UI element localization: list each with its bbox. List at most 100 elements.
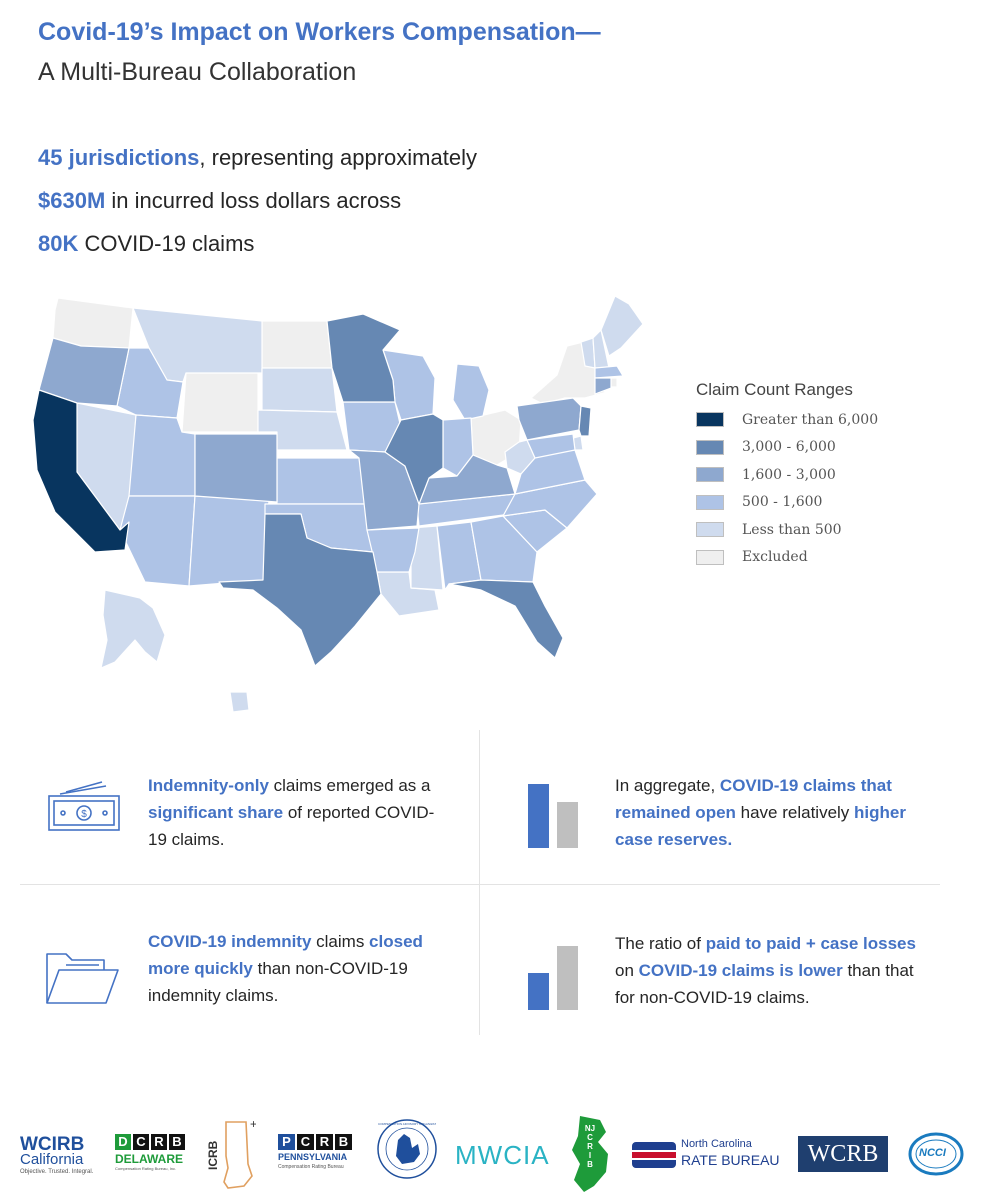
state-alaska xyxy=(100,589,166,669)
logo-letter: B xyxy=(169,1134,185,1150)
state-new-mexico xyxy=(188,495,270,587)
logo-letter: R xyxy=(151,1134,167,1150)
state-wyoming xyxy=(181,372,259,433)
logo-letters: D C R B xyxy=(115,1134,191,1150)
finding-highlight: Indemnity-only xyxy=(148,776,269,795)
finding-text: The ratio of xyxy=(615,934,706,953)
logo-text: RATE BUREAU xyxy=(681,1152,780,1168)
wcrb-logo: WCRB xyxy=(798,1136,888,1172)
logo-text: WCRB xyxy=(807,1140,879,1167)
stat-value: 80K xyxy=(38,231,79,256)
logo-letter: R xyxy=(316,1134,333,1150)
logo-text: WCIRB xyxy=(20,1134,85,1155)
state-kentucky xyxy=(418,454,516,505)
legend-label: Less than 500 xyxy=(742,521,842,538)
legend-item: Excluded xyxy=(696,544,878,572)
logo-letter: B xyxy=(335,1134,352,1150)
logo-letter: C xyxy=(587,1133,593,1142)
logo-letters: P C R B xyxy=(278,1134,356,1150)
logo-text: North Carolina xyxy=(681,1138,752,1150)
finding-highlight: paid to paid + case losses xyxy=(705,934,916,953)
stat-loss-dollars: $630M in incurred loss dollars across xyxy=(38,188,401,214)
state-california xyxy=(32,389,130,553)
logo-letter: N xyxy=(584,1124,591,1133)
pcrb-logo: P C R B PENNSYLVANIA Compensation Rating… xyxy=(278,1134,356,1174)
state-michigan xyxy=(452,363,490,421)
legend-item: Greater than 6,000 xyxy=(696,406,878,434)
state-colorado xyxy=(194,433,278,503)
logo-tagline: Objective. Trusted. Integral. xyxy=(20,1169,94,1175)
finding-text: than non-COVID-19 indemnity claims. xyxy=(148,959,408,1005)
legend-label: 500 - 1,600 xyxy=(742,494,823,511)
state-south-dakota xyxy=(261,367,338,413)
finding-text: In aggregate, xyxy=(615,776,720,795)
logo-text: DELAWARE xyxy=(115,1152,184,1166)
finding-indemnity-share: Indemnity-only claims emerged as a signi… xyxy=(148,772,448,853)
logo-letter: J xyxy=(590,1124,596,1133)
logo-text: NCCI xyxy=(919,1147,946,1159)
bureau-logos: WCIRB California Objective. Trusted. Int… xyxy=(0,1110,984,1200)
legend-label: 3,000 - 6,000 xyxy=(742,439,836,456)
legend-item: 3,000 - 6,000 xyxy=(696,434,878,462)
page-title: Covid-19’s Impact on Workers Compensatio… xyxy=(38,18,601,46)
njcrib-letters: NJ C R I B xyxy=(584,1124,596,1169)
state-maine xyxy=(600,295,644,357)
legend-item: Less than 500 xyxy=(696,516,878,544)
state-illinois xyxy=(384,413,444,505)
bar-chart-icon xyxy=(528,784,578,848)
state-maryland xyxy=(526,433,576,459)
logo-letter: P xyxy=(278,1134,295,1150)
logo-letter: R xyxy=(587,1142,593,1151)
page-subtitle: A Multi-Bureau Collaboration xyxy=(38,58,357,86)
state-florida xyxy=(448,579,564,659)
stat-text: , representing approximately xyxy=(199,145,477,170)
legend-swatch xyxy=(696,439,724,455)
logo-text: California xyxy=(20,1151,84,1168)
mwcia-logo: MWCIA xyxy=(455,1140,550,1170)
logo-tagline: Compensation Rating Bureau, Inc. xyxy=(115,1166,177,1171)
legend-swatch xyxy=(696,549,724,565)
finding-text: of reported COVID-19 claims. xyxy=(148,803,435,849)
legend-swatch xyxy=(696,412,724,428)
logo-letter: B xyxy=(587,1160,593,1169)
finding-highlight: significant share xyxy=(148,803,284,822)
logo-letter: I xyxy=(588,1151,592,1160)
stat-jurisdictions: 45 jurisdictions, representing approxima… xyxy=(38,145,477,171)
logo-letter: D xyxy=(115,1134,131,1150)
ncrb-flag-icon xyxy=(632,1142,676,1168)
michigan-seal-logo xyxy=(377,1119,437,1179)
svg-text:+: + xyxy=(250,1117,256,1131)
logo-letter: C xyxy=(297,1134,314,1150)
logo-text: PENNSYLVANIA xyxy=(278,1152,348,1162)
njcrib-logo xyxy=(572,1116,608,1192)
state-hawaii xyxy=(229,691,250,713)
state-kansas xyxy=(276,457,368,505)
legend-label: Greater than 6,000 xyxy=(742,411,879,428)
state-connecticut xyxy=(594,377,612,395)
bar-chart-icon xyxy=(528,946,578,1010)
state-mississippi xyxy=(410,525,444,591)
icrb-logo: + xyxy=(223,1117,256,1189)
wcirb-logo: WCIRB California Objective. Trusted. Int… xyxy=(18,1134,94,1180)
state-rhode-island xyxy=(610,377,618,388)
finding-text: have relatively xyxy=(735,803,855,822)
legend-label: Excluded xyxy=(742,549,808,566)
map-legend: Claim Count Ranges Greater than 6,000 3,… xyxy=(696,380,878,571)
state-idaho xyxy=(116,347,184,419)
folder-icon xyxy=(46,953,119,1004)
finding-highlight: higher case reserves. xyxy=(615,803,906,849)
stat-text: COVID-19 claims xyxy=(78,231,255,256)
ncci-logo xyxy=(908,1132,964,1176)
legend-swatch xyxy=(696,467,724,483)
finding-highlight: closed more quickly xyxy=(148,932,423,978)
finding-text: claims xyxy=(311,932,370,951)
legend-label: 1,600 - 3,000 xyxy=(742,466,836,483)
dcrb-logo: D C R B DELAWARE Compensation Rating Bur… xyxy=(115,1134,191,1174)
finding-highlight: COVID-19 indemnity xyxy=(148,932,312,951)
finding-text: claims emerged as a xyxy=(268,776,431,795)
stat-value: 45 jurisdictions xyxy=(38,145,200,170)
state-texas xyxy=(218,513,382,667)
finding-case-reserves: In aggregate, COVID-19 claims that remai… xyxy=(615,772,925,853)
state-minnesota xyxy=(326,313,401,403)
legend-item: 1,600 - 3,000 xyxy=(696,461,878,489)
